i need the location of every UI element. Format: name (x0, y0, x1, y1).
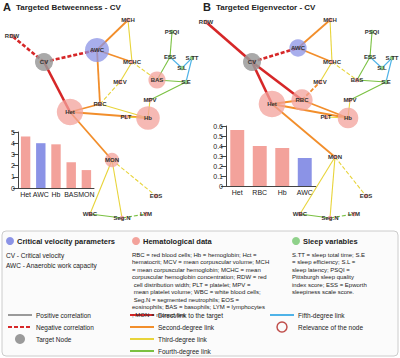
svg-text:Seg.N: Seg.N (321, 215, 338, 221)
svg-text:Third-degree link: Third-degree link (158, 336, 208, 344)
svg-text:cell distribution width; PLT =: cell distribution width; PLT = platelet;… (132, 282, 251, 288)
svg-text:MCHC: MCHC (123, 59, 142, 65)
svg-text:BAS: BAS (151, 77, 164, 83)
svg-text:MPV: MPV (343, 97, 356, 103)
svg-text:0.5: 0.5 (213, 133, 223, 140)
svg-text:Het: Het (267, 101, 277, 107)
svg-text:PSQI: PSQI (365, 29, 380, 35)
svg-text:ESS: ESS (164, 54, 176, 60)
svg-text:Relevance of the node: Relevance of the node (298, 324, 363, 331)
svg-text:Targeted Eigenvector - CV: Targeted Eigenvector - CV (216, 3, 316, 12)
svg-text:RBC: RBC (296, 97, 310, 103)
svg-text:hematocrit; MCV = mean corpusc: hematocrit; MCV = mean corpuscular volum… (132, 259, 271, 265)
svg-text:= sleep efficiency; S.L =: = sleep efficiency; S.L = (292, 259, 357, 265)
svg-text:0.6: 0.6 (213, 123, 223, 130)
svg-text:eosinophils; BAS = basophils;: eosinophils; BAS = basophils; LYM = lymp… (132, 304, 265, 310)
svg-text:Critical velocity parameters: Critical velocity parameters (17, 237, 115, 246)
svg-text:AWC - Anaerobic work capacity: AWC - Anaerobic work capacity (6, 262, 98, 270)
svg-text:LYM: LYM (140, 211, 152, 217)
svg-text:Targeted Betweenness - CV: Targeted Betweenness - CV (16, 3, 121, 12)
svg-text:MON: MON (328, 154, 342, 160)
svg-text:0.2: 0.2 (213, 163, 223, 170)
svg-text:S.L: S.L (377, 65, 387, 71)
svg-text:4: 4 (11, 140, 15, 147)
svg-text:Hb: Hb (278, 189, 287, 196)
svg-text:Fifth-degree link: Fifth-degree link (298, 312, 345, 320)
svg-text:MCH: MCH (323, 17, 337, 23)
svg-text:0: 0 (11, 185, 15, 192)
svg-text:Hb: Hb (144, 115, 152, 121)
svg-text:RDW: RDW (5, 33, 20, 39)
svg-text:Target Node: Target Node (36, 336, 72, 344)
svg-text:B: B (203, 1, 211, 13)
svg-text:AWC: AWC (90, 47, 105, 53)
svg-text:sleep latency; PSQI =: sleep latency; PSQI = (292, 267, 352, 273)
svg-text:mean platelet volume; WBC = wh: mean platelet volume; WBC = white blood … (132, 289, 261, 295)
svg-text:Sleep variables: Sleep variables (303, 237, 358, 246)
svg-text:MCV: MCV (113, 79, 126, 85)
svg-text:Hematological data: Hematological data (143, 237, 213, 246)
svg-text:WBC: WBC (83, 211, 98, 217)
svg-text:0.3: 0.3 (213, 153, 223, 160)
svg-text:Seg.N = segmented neutrophils;: Seg.N = segmented neutrophils; EOS = (132, 297, 241, 303)
svg-text:S.L: S.L (177, 65, 187, 71)
svg-text:MCHC: MCHC (323, 59, 342, 65)
svg-text:AWC: AWC (33, 191, 49, 198)
svg-text:0.4: 0.4 (213, 143, 223, 150)
svg-text:sleepiness scale score.: sleepiness scale score. (292, 289, 354, 295)
svg-text:Direct link to the target: Direct link to the target (158, 312, 223, 320)
svg-text:RBC: RBC (252, 189, 267, 196)
svg-text:corpuscular hemoglobin concent: corpuscular hemoglobin concentration; RD… (132, 274, 267, 280)
svg-text:A: A (3, 1, 11, 13)
svg-text:1: 1 (11, 173, 15, 180)
svg-text:Het: Het (65, 109, 75, 115)
svg-text:index score; ESS = Epworth: index score; ESS = Epworth (292, 282, 369, 288)
svg-text:Seg.N: Seg.N (113, 215, 130, 221)
svg-text:RBC = red blood cells; Hb = he: RBC = red blood cells; Hb = hemoglobin; … (132, 252, 258, 258)
svg-text:3: 3 (11, 151, 15, 158)
svg-text:RBC: RBC (94, 101, 108, 107)
svg-text:0.1: 0.1 (213, 173, 223, 180)
svg-text:AWC: AWC (297, 189, 313, 196)
svg-text:Hb: Hb (52, 191, 61, 198)
svg-text:S.E: S.E (181, 79, 191, 85)
svg-text:= mean corpuscular hemoglobin;: = mean corpuscular hemoglobin; MCHC = me… (132, 267, 262, 273)
svg-text:5: 5 (11, 129, 15, 136)
svg-text:S.E: S.E (381, 79, 391, 85)
svg-text:Het: Het (232, 189, 243, 196)
svg-text:MCV: MCV (313, 79, 326, 85)
svg-text:MON: MON (105, 157, 119, 163)
svg-text:Second-degree link: Second-degree link (158, 324, 215, 332)
svg-text:S.TT: S.TT (186, 55, 199, 61)
svg-text:Het: Het (20, 191, 31, 198)
svg-text:PSQI: PSQI (165, 29, 180, 35)
svg-text:Fourth-degree link: Fourth-degree link (158, 348, 211, 356)
svg-text:CV: CV (40, 59, 48, 65)
svg-text:CV: CV (248, 59, 256, 65)
svg-text:PLT: PLT (121, 114, 132, 120)
svg-text:BAS: BAS (351, 77, 364, 83)
svg-text:WBC: WBC (293, 211, 308, 217)
svg-text:0: 0 (219, 183, 223, 190)
svg-text:Hb: Hb (344, 115, 352, 121)
svg-text:LYM: LYM (348, 211, 360, 217)
svg-text:BAS: BAS (64, 191, 78, 198)
svg-text:AWC: AWC (291, 45, 306, 51)
svg-text:EOS: EOS (150, 193, 163, 199)
svg-text:MON: MON (78, 191, 94, 198)
svg-text:Positive correlation: Positive correlation (36, 312, 91, 319)
svg-text:S.TT: S.TT (386, 55, 399, 61)
svg-text:Negative correlation: Negative correlation (36, 324, 94, 332)
svg-text:EOS: EOS (360, 193, 373, 199)
svg-text:MPV: MPV (143, 97, 156, 103)
svg-text:Pittsburgh sleep quality: Pittsburgh sleep quality (292, 274, 356, 280)
svg-text:CV - Critical velocity: CV - Critical velocity (6, 252, 65, 260)
svg-text:RDW: RDW (199, 19, 214, 25)
svg-text:2: 2 (11, 162, 15, 169)
svg-text:MCH: MCH (121, 17, 135, 23)
svg-text:PLT: PLT (321, 114, 332, 120)
svg-text:ESS: ESS (364, 54, 376, 60)
svg-text:S.TT = sleep total time; S.E: S.TT = sleep total time; S.E (292, 252, 367, 258)
